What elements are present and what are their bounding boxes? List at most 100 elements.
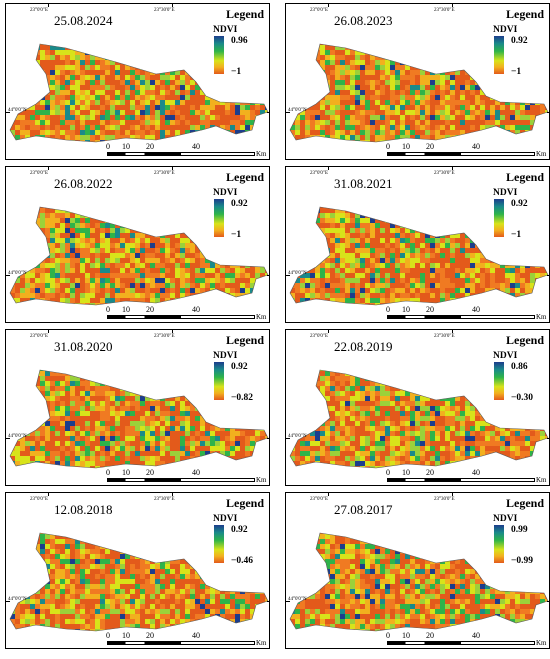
graticule-tick [172,493,173,496]
graticule-tick [172,4,173,7]
scale-unit: Km [536,150,547,158]
legend-title: Legend [225,7,264,21]
legend-max-value: 0.92 [231,525,248,535]
legend-max-value: 0.92 [511,36,528,46]
graticule-tick [286,601,290,602]
map-panel: 23°0'0"E 23°30'0"E 26.08.2023 Legend NDV… [285,3,550,160]
longitude-label: 23°30'0"E [434,8,455,13]
graticule-tick [286,275,290,276]
scale-label: 20 [146,142,154,151]
scale-bar-labels: 0 10 20 40 [106,468,266,478]
map-panel: 23°0'0"E 23°30'0"E 31.08.2020 Legend NDV… [5,329,270,486]
ndvi-color-ramp [214,525,224,563]
scale-label: 0 [106,305,110,314]
scale-bar-labels: 0 10 20 40 [386,631,546,641]
map-panel: 23°0'0"E 23°30'0"E 26.08.2022 Legend NDV… [5,166,270,323]
graticule-tick [547,438,549,439]
scale-bar-labels: 0 10 20 40 [106,142,266,152]
legend-title: Legend [505,170,544,184]
longitude-label: 23°0'0"E [310,497,328,502]
legend-index-label: NDVI [493,188,518,198]
legend-index-label: NDVI [213,25,238,35]
map-date: 26.08.2022 [54,176,113,191]
scale-label: 0 [386,305,390,314]
scale-label: 0 [386,631,390,640]
map-date: 22.08.2019 [334,339,393,354]
scale-bar-labels: 0 10 20 40 [386,468,546,478]
legend-min-value: −1 [231,230,242,240]
longitude-label: 23°30'0"E [154,497,175,502]
scale-bar [107,478,255,482]
graticule-tick [452,167,453,170]
scale-label: 0 [386,468,390,477]
latitude-label: 44°0'0"N [288,434,307,439]
scale-label: 10 [402,142,410,151]
scale-label: 40 [472,142,480,151]
graticule-tick [267,275,269,276]
legend-max-value: 0.86 [511,362,528,372]
latitude-label: 44°0'0"N [288,597,307,602]
graticule-tick [328,4,329,7]
scale-bar-labels: 0 10 20 40 [386,142,546,152]
ndvi-color-ramp [214,36,224,74]
longitude-label: 23°30'0"E [434,334,455,339]
scale-label: 20 [146,305,154,314]
legend-title: Legend [225,333,264,347]
legend-index-label: NDVI [213,188,238,198]
scale-label: 10 [122,468,130,477]
scale-bar [387,478,535,482]
legend-max-value: 0.92 [231,362,248,372]
scale-bar-labels: 0 10 20 40 [386,305,546,315]
map-panel: 23°0'0"E 23°30'0"E 22.08.2019 Legend NDV… [285,329,550,486]
legend-min-value: −0.46 [231,556,254,566]
graticule-tick [452,4,453,7]
graticule-tick [48,330,49,333]
scale-label: 10 [122,631,130,640]
longitude-label: 23°0'0"E [30,334,48,339]
map-date: 12.08.2018 [54,502,113,517]
legend-title: Legend [505,333,544,347]
scale-label: 10 [402,631,410,640]
scale-unit: Km [536,476,547,484]
scale-label: 0 [386,142,390,151]
graticule-tick [267,438,269,439]
graticule-tick [172,167,173,170]
ndvi-color-ramp [494,199,504,237]
graticule-tick [6,275,10,276]
latitude-label: 44°0'0"N [8,597,27,602]
scale-unit: Km [256,476,267,484]
longitude-label: 23°0'0"E [30,8,48,13]
scale-label: 40 [472,305,480,314]
scale-label: 20 [426,142,434,151]
legend-index-label: NDVI [493,351,518,361]
graticule-tick [172,330,173,333]
scale-label: 10 [402,305,410,314]
graticule-tick [328,330,329,333]
scale-label: 20 [426,631,434,640]
map-date: 27.08.2017 [334,502,393,517]
scale-label: 40 [192,142,200,151]
graticule-tick [328,493,329,496]
ndvi-color-ramp [214,199,224,237]
graticule-tick [6,438,10,439]
map-panel: 23°0'0"E 23°30'0"E 25.08.2024 Legend NDV… [5,3,270,160]
scale-bar [107,315,255,319]
scale-unit: Km [256,150,267,158]
legend-index-label: NDVI [493,514,518,524]
longitude-label: 23°30'0"E [154,171,175,176]
scale-label: 10 [402,468,410,477]
longitude-label: 23°0'0"E [30,171,48,176]
graticule-tick [48,4,49,7]
map-date: 31.08.2021 [334,176,393,191]
scale-unit: Km [536,313,547,321]
map-date: 25.08.2024 [54,13,113,28]
scale-label: 20 [146,468,154,477]
map-panel: 23°0'0"E 23°30'0"E 31.08.2021 Legend NDV… [285,166,550,323]
scale-bar [387,152,535,156]
legend-max-value: 0.92 [511,199,528,209]
scale-unit: Km [256,639,267,647]
graticule-tick [6,112,10,113]
scale-unit: Km [256,313,267,321]
latitude-label: 44°0'0"N [288,271,307,276]
scale-bar [107,152,255,156]
